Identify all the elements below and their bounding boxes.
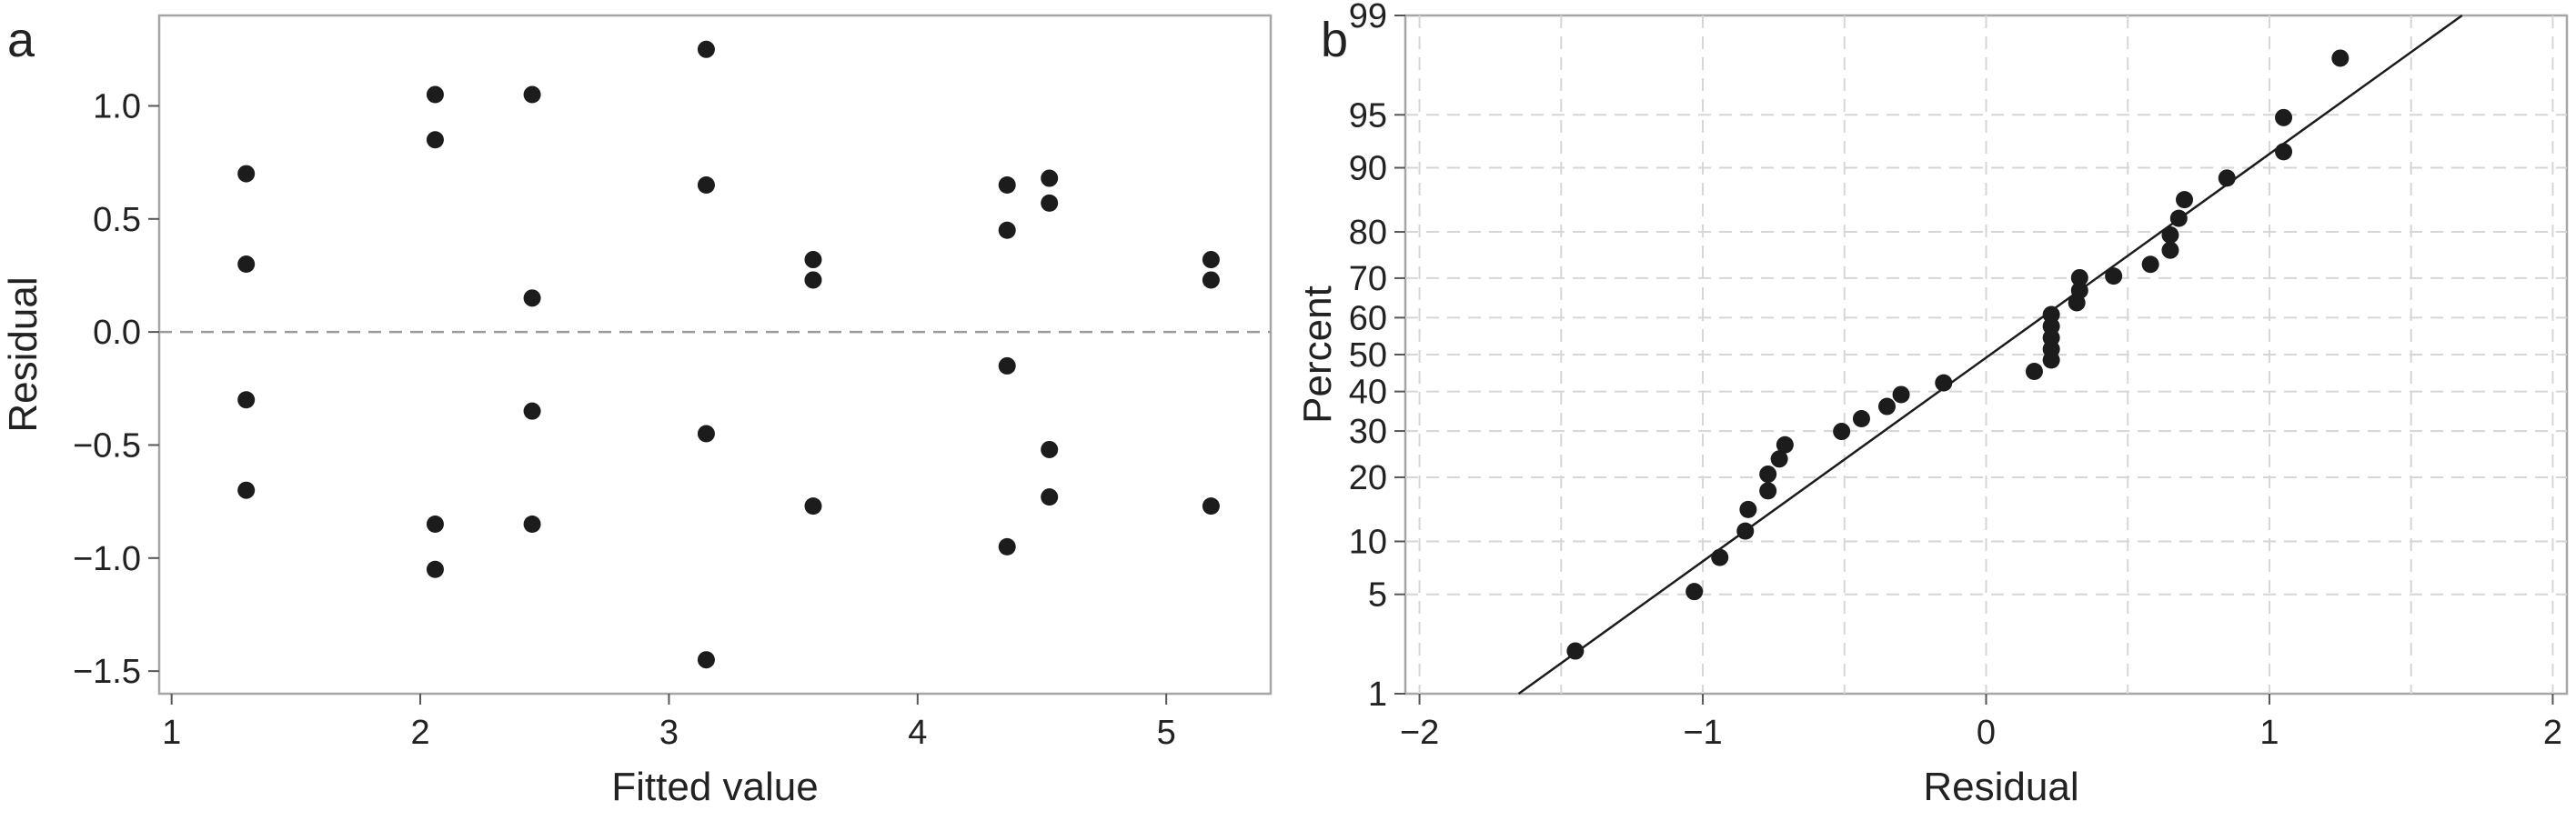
residual-point [426, 131, 444, 149]
residual-point [1202, 497, 1220, 516]
residual-point [237, 391, 256, 409]
residual-vs-fitted-plot: 1 2 3 4 51.00.50.0−0.5−1.0−1.5 Fitted value … [1, 14, 1273, 809]
probability-point [1852, 410, 1870, 428]
probability-point [2105, 267, 2123, 285]
y-tick-label-b: 95 [1349, 96, 1387, 135]
probability-point [1892, 385, 1910, 404]
panel-a-letter: a [7, 13, 35, 67]
probability-point [1833, 423, 1851, 441]
probability-point [2275, 143, 2293, 161]
x-tick-label-b: 1 [2259, 714, 2279, 752]
residual-point [804, 271, 822, 289]
y-tick-label-a: −0.5 [73, 426, 141, 465]
y-tick-label-a: 0.0 [93, 314, 141, 352]
residual-point [998, 176, 1016, 194]
residual-point [237, 165, 256, 183]
residual-point [523, 402, 541, 420]
x-tick-label-b: 2 [2543, 714, 2562, 752]
fit-line [1517, 14, 2463, 696]
residual-point [998, 537, 1016, 556]
residual-point [1202, 251, 1220, 269]
probability-point [2176, 191, 2194, 209]
y-tick-label-a: 1.0 [93, 87, 141, 125]
y-tick-label-b: 80 [1349, 214, 1387, 252]
probability-point [2070, 281, 2088, 299]
probability-point [2025, 363, 2043, 381]
residual-point [697, 40, 715, 58]
probability-point [1877, 397, 1896, 416]
probability-point [2161, 225, 2179, 244]
probability-point [2275, 108, 2293, 126]
y-axis-title-a: Residual [1, 276, 45, 432]
probability-point [1685, 583, 1704, 601]
y-tick-label-b: 10 [1349, 523, 1387, 561]
probability-point [1736, 522, 1755, 540]
y-axis-title-b: Percent [1295, 285, 1340, 424]
x-axis-title-a: Fitted value [611, 765, 818, 809]
panel-b-letter: b [1321, 13, 1348, 67]
probability-point [2141, 255, 2159, 274]
probability-point [2331, 49, 2350, 67]
probability-point [2161, 241, 2179, 259]
y-tick-label-b: 1 [1368, 676, 1387, 714]
probability-point [1739, 500, 1757, 518]
x-tick-label-a: 2 [410, 714, 429, 752]
y-tick-label-a: −1.0 [73, 540, 141, 578]
probability-point [1759, 466, 1777, 484]
probability-point [1759, 482, 1777, 500]
residual-point [426, 560, 444, 578]
residual-point [426, 85, 444, 104]
residual-point [523, 85, 541, 104]
y-tick-label-b: 99 [1349, 0, 1387, 35]
probability-point [1770, 450, 1788, 468]
y-tick-label-b: 20 [1349, 459, 1387, 497]
residual-point [523, 289, 541, 307]
probability-point [1566, 642, 1585, 660]
x-axis-title-b: Residual [1923, 765, 2078, 809]
y-tick-label-b: 50 [1349, 336, 1387, 375]
y-tick-label-a: 0.5 [93, 201, 141, 239]
residual-point [998, 356, 1016, 375]
residual-point [523, 516, 541, 533]
y-tick-label-b: 60 [1349, 299, 1387, 337]
x-tick-label-a: 1 [162, 714, 181, 752]
probability-point [1935, 374, 1953, 392]
residual-point [998, 221, 1016, 239]
x-tick-label-a: 5 [1157, 714, 1176, 752]
residual-point [804, 497, 822, 516]
residual-point [237, 255, 256, 274]
residual-point [697, 425, 715, 443]
residual-point [697, 176, 715, 194]
x-tick-label-a: 3 [659, 714, 679, 752]
residual-point [237, 481, 256, 499]
residual-point [804, 251, 822, 269]
y-tick-label-b: 40 [1349, 374, 1387, 412]
residual-point [1041, 169, 1059, 187]
x-tick-label-b: −2 [1400, 714, 1439, 752]
probability-point [2042, 305, 2060, 324]
x-tick-label-b: −1 [1683, 714, 1722, 752]
y-tick-label-a: −1.5 [73, 653, 141, 691]
probability-point [2218, 169, 2236, 187]
x-tick-label-a: 4 [908, 714, 927, 752]
probability-point [1711, 548, 1729, 566]
residual-point [1041, 440, 1059, 458]
probability-point [2070, 268, 2088, 286]
residual-point [1202, 271, 1220, 289]
residual-point [1041, 488, 1059, 506]
x-tick-label-b: 0 [1977, 714, 1996, 752]
y-tick-label-b: 70 [1349, 260, 1387, 298]
y-tick-label-b: 90 [1349, 150, 1387, 188]
residual-point [1041, 194, 1059, 212]
probability-point [1776, 436, 1794, 454]
residual-point [697, 651, 715, 669]
y-tick-label-b: 5 [1368, 576, 1387, 615]
y-tick-label-b: 30 [1349, 413, 1387, 451]
probability-point [2169, 209, 2188, 227]
plot-a-frame [157, 14, 1273, 696]
residual-point [426, 516, 444, 533]
